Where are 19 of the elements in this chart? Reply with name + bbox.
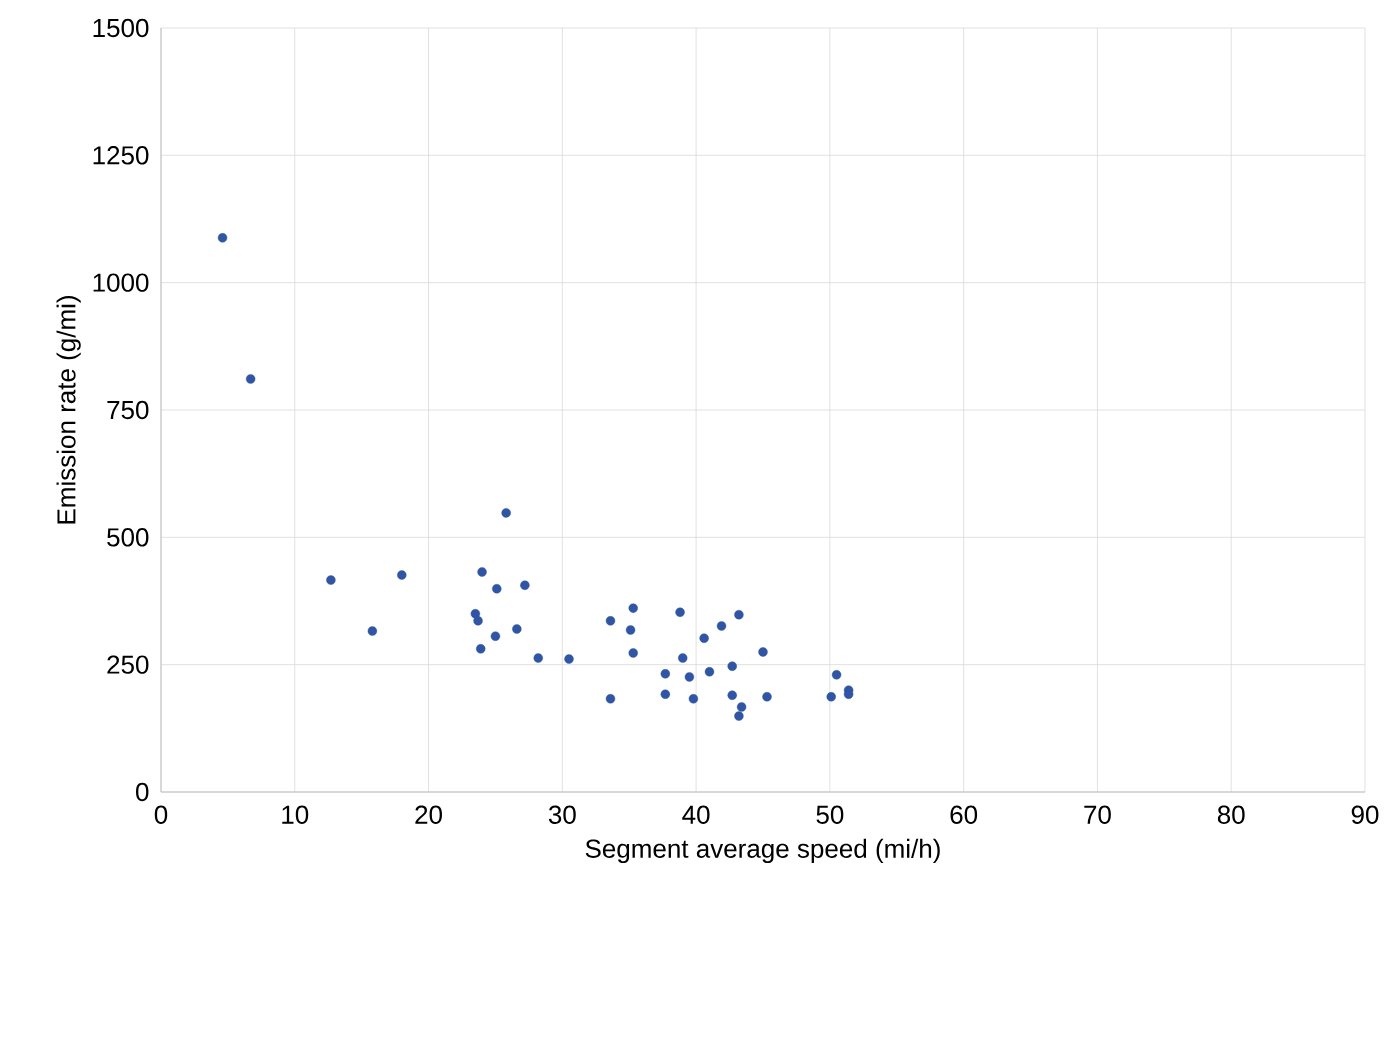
y-tick-label: 1250 bbox=[93, 146, 149, 165]
y-tick-label: 1500 bbox=[93, 18, 149, 38]
x-tick-label: 70 bbox=[1084, 805, 1111, 824]
x-tick-label: 60 bbox=[950, 805, 978, 824]
x-tick-label: 50 bbox=[816, 805, 844, 824]
x-tick-label: 30 bbox=[548, 805, 576, 824]
x-tick-label: 20 bbox=[415, 805, 442, 824]
x-tick-label: 0 bbox=[154, 805, 168, 824]
y-tick-label: 1000 bbox=[93, 273, 149, 292]
x-axis-title: Segment average speed (mi/h) bbox=[585, 838, 940, 864]
x-tick-label: 90 bbox=[1351, 805, 1379, 824]
y-tick-label: 0 bbox=[136, 782, 149, 802]
y-axis-title: Emission rate (g/mi) bbox=[56, 296, 81, 524]
x-tick-label: 10 bbox=[282, 805, 309, 824]
y-tick-label: 250 bbox=[107, 655, 149, 674]
x-tick-label: 80 bbox=[1217, 805, 1245, 824]
y-tick-label: 750 bbox=[107, 400, 149, 420]
y-tick-label: 500 bbox=[107, 528, 149, 547]
x-tick-label: 40 bbox=[682, 805, 710, 824]
